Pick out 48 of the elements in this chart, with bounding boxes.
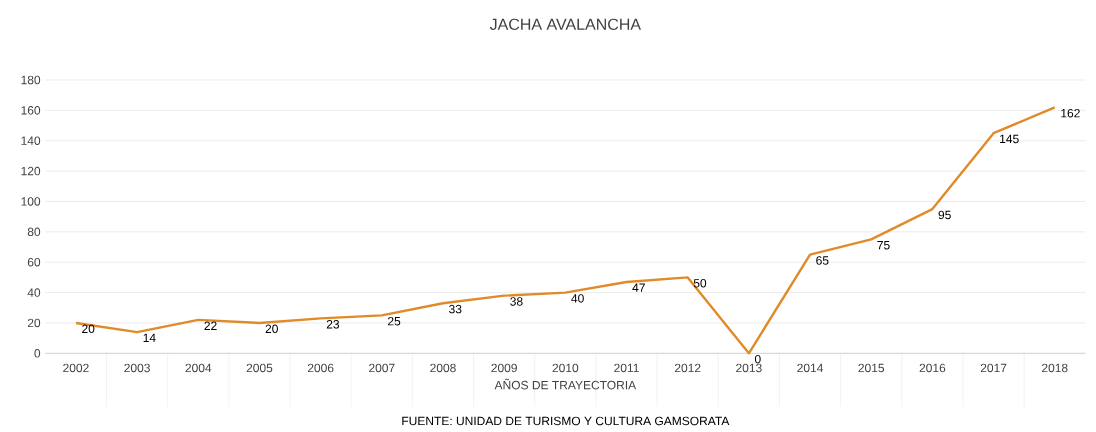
- data-label: 95: [938, 210, 951, 220]
- y-tick-label: 180: [21, 75, 41, 85]
- y-tick-label: 0: [34, 349, 41, 358]
- x-tick-label: 2006: [307, 363, 334, 373]
- data-label: 40: [571, 294, 584, 303]
- data-label: 50: [693, 279, 707, 288]
- data-label: 20: [265, 324, 278, 334]
- data-label: 47: [632, 283, 645, 292]
- x-tick-label: 2018: [1042, 363, 1068, 373]
- x-tick-label: 2016: [919, 363, 946, 373]
- x-axis-title: AÑOS DE TRAYECTORIA: [494, 378, 637, 390]
- data-label: 20: [82, 324, 95, 334]
- y-tick-label: 100: [21, 197, 41, 206]
- y-tick-label: 80: [27, 227, 41, 237]
- x-tick-label: 2010: [552, 363, 579, 373]
- data-label: 162: [1061, 108, 1080, 118]
- data-label: 145: [1000, 134, 1019, 144]
- x-tick-label: 2002: [63, 363, 89, 373]
- x-tick-label: 2013: [736, 363, 762, 373]
- line-series: [74, 106, 1056, 355]
- x-tick-label: 2017: [980, 363, 1007, 373]
- x-tick-label: 2008: [430, 363, 456, 373]
- data-label: 23: [326, 320, 340, 329]
- data-label: 38: [510, 297, 523, 306]
- y-tick-label: 120: [21, 166, 41, 176]
- y-tick-label: 140: [21, 136, 41, 145]
- y-tick-label: 60: [27, 257, 41, 267]
- data-label: 25: [388, 316, 401, 326]
- y-tick-label: 160: [21, 106, 41, 115]
- x-tick-label: 2007: [369, 363, 395, 373]
- x-tick-label: 2011: [614, 363, 639, 373]
- data-label: 65: [816, 256, 829, 265]
- x-tick-label: 2009: [491, 363, 517, 373]
- x-tick-label: 2005: [246, 363, 273, 373]
- data-label: 22: [204, 321, 217, 330]
- chart-title: JACHA AVALANCHA: [489, 18, 642, 30]
- x-tick-label: 2003: [124, 363, 150, 373]
- data-label: 0: [754, 354, 761, 364]
- x-tick-label: 2004: [185, 363, 212, 373]
- y-tick-label: 20: [27, 318, 41, 328]
- y-tick-label: 40: [27, 288, 41, 297]
- data-label: 14: [143, 333, 156, 342]
- x-tick-label: 2015: [858, 363, 885, 373]
- source-note: FUENTE: UNIDAD DE TURISMO Y CULTURA GAMSORATA: [402, 416, 730, 426]
- x-tick-label: 2012: [674, 363, 701, 373]
- data-label: 33: [449, 304, 462, 314]
- x-tick-label: 2014: [797, 363, 824, 373]
- data-label: 75: [877, 241, 890, 250]
